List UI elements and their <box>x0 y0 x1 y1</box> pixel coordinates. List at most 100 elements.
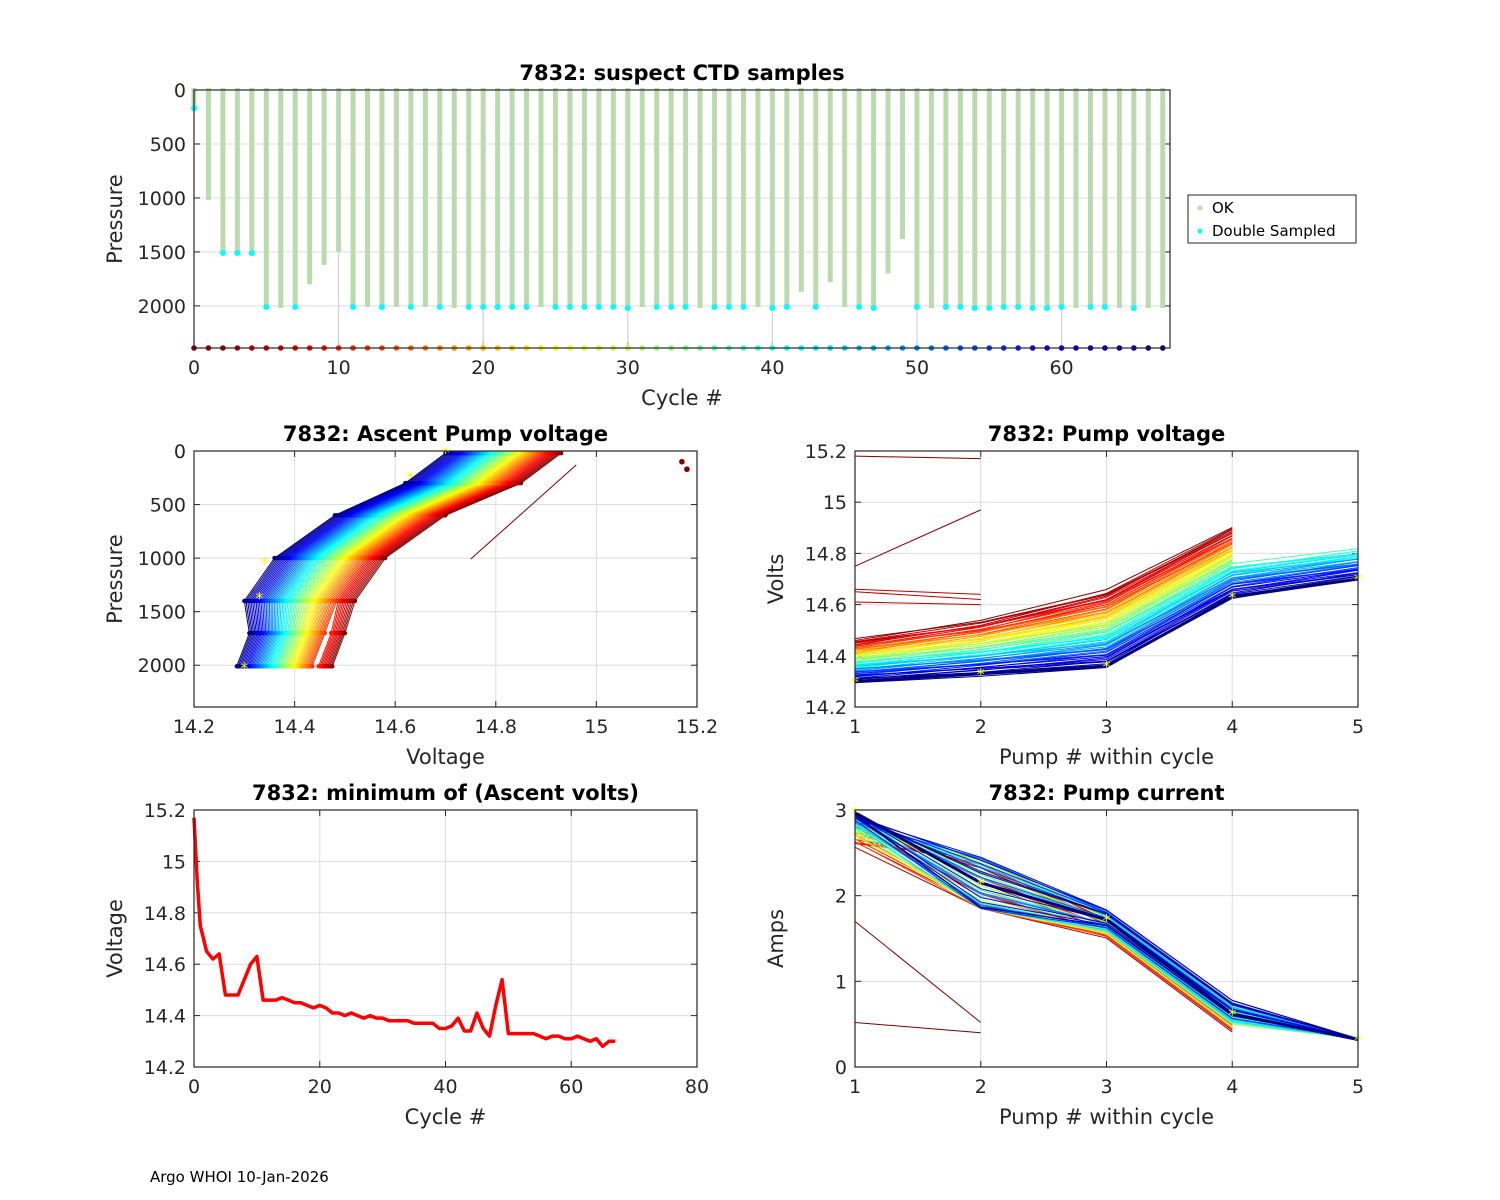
x-tick-label: 30 <box>616 357 640 379</box>
suspect-ctd-plot: 0 10 20 30 40 50 60 0 500 1000 1500 2000 7832: suspe… <box>103 61 1357 410</box>
y-tick-label: 15 <box>162 851 186 873</box>
x-tick-label: 40 <box>760 357 784 379</box>
x-axis-label: Cycle # <box>641 386 723 410</box>
double-sampled-point <box>292 303 299 310</box>
pump-voltage-line <box>854 532 1233 647</box>
highlight-star: * <box>406 468 414 487</box>
y-tick-label: 1500 <box>138 602 186 624</box>
double-sampled-point <box>624 305 631 312</box>
highlight-star: * <box>1228 588 1236 607</box>
chart-title: 7832: Ascent Pump voltage <box>283 422 608 446</box>
double-sampled-point <box>957 303 964 310</box>
highlight-star: * <box>1228 1005 1236 1024</box>
ascent-profile-point <box>332 513 338 518</box>
x-tick-label: 5 <box>1352 1076 1364 1098</box>
early-cycle-line <box>854 455 981 460</box>
ascent-profile-point <box>403 480 408 486</box>
double-sampled-point <box>971 305 978 312</box>
y-tick-label: 15 <box>823 492 847 514</box>
double-sampled-point <box>219 250 226 257</box>
pump-current-line <box>854 814 1359 1040</box>
double-sampled-point <box>263 303 270 310</box>
y-tick-label: 3 <box>835 800 847 822</box>
double-sampled-point <box>1101 303 1108 310</box>
pump-voltage-plot: 1 2 3 4 5 14.2 14.4 14.6 14.8 15 15.2 7832: Pump vo… <box>764 422 1364 769</box>
y-axis-label: Volts <box>764 554 788 605</box>
y-tick-label: 15.2 <box>805 441 847 463</box>
early-cycle-line <box>854 601 981 606</box>
x-tick-label: 0 <box>188 357 200 379</box>
x-tick-label: 2 <box>975 716 987 738</box>
pump-voltage-line <box>854 561 1359 668</box>
x-tick-label: 1 <box>849 1076 861 1098</box>
x-tick-label: 14.8 <box>475 716 517 738</box>
x-tick-label: 15.2 <box>676 716 718 738</box>
x-axis-label: Cycle # <box>405 1105 487 1129</box>
legend: OK Double Sampled <box>1187 194 1357 244</box>
double-sampled-point <box>1130 305 1137 312</box>
x-tick-label: 20 <box>471 357 495 379</box>
double-sampled-point <box>653 303 660 310</box>
x-axis-label: Pump # within cycle <box>999 1105 1214 1129</box>
y-tick-label: 14.2 <box>144 1057 186 1079</box>
y-tick-label: 0 <box>835 1057 847 1079</box>
double-sampled-point <box>1015 303 1022 310</box>
y-tick-label: 2 <box>835 886 847 908</box>
pump-current-line <box>854 815 1359 1040</box>
pump-voltage-line <box>854 538 1233 649</box>
ascent-profile-point <box>234 664 239 669</box>
latest-cycle-line <box>854 577 1359 683</box>
double-sampled-point <box>407 303 414 310</box>
y-tick-label: 0 <box>174 441 186 463</box>
double-sampled-point <box>668 303 675 310</box>
double-sampled-point <box>913 303 920 310</box>
axes-frame <box>854 809 1359 1068</box>
double-sampled-point <box>523 303 530 310</box>
pump-voltage-line <box>854 553 1359 663</box>
y-tick-label: 14.8 <box>805 543 847 565</box>
x-tick-label: 60 <box>559 1076 583 1098</box>
ascent-profile-point <box>247 630 252 636</box>
axes-frame <box>193 450 698 708</box>
double-sampled-point <box>581 303 588 310</box>
pump-voltage-line <box>854 561 1233 663</box>
x-tick-label: 3 <box>1100 716 1112 738</box>
pump-voltage-line <box>854 544 1233 655</box>
y-tick-label: 14.4 <box>805 646 847 668</box>
cycle0-point <box>679 458 685 465</box>
cycle1-line <box>470 464 577 560</box>
chart-title: 7832: minimum of (Ascent volts) <box>252 781 639 805</box>
y-tick-label: 14.8 <box>144 903 186 925</box>
pump-current-line <box>854 819 1359 1040</box>
y-axis-label: Pressure <box>103 534 127 624</box>
legend-marker <box>1197 228 1203 234</box>
y-tick-label: 1500 <box>138 242 186 264</box>
x-tick-label: 10 <box>326 357 350 379</box>
x-tick-label: 4 <box>1226 1076 1238 1098</box>
y-tick-label: 14.6 <box>144 954 186 976</box>
double-sampled-point <box>494 303 501 310</box>
double-sampled-point <box>436 303 443 310</box>
pump-voltage-line <box>854 560 1233 659</box>
ascent-profile-point <box>328 630 334 636</box>
y-tick-label: 14.2 <box>805 697 847 719</box>
plot-area <box>194 90 1170 348</box>
double-sampled-point <box>552 303 559 310</box>
x-tick-label: 0 <box>188 1076 200 1098</box>
double-sampled-point <box>725 303 732 310</box>
x-tick-label: 40 <box>433 1076 457 1098</box>
pump-current-line <box>854 825 1359 1040</box>
pump-current-line <box>854 841 1233 1030</box>
x-tick-label: 14.4 <box>273 716 315 738</box>
double-sampled-point <box>942 303 949 310</box>
y-tick-label: 14.4 <box>144 1006 186 1028</box>
pump-voltage-line <box>854 555 1233 657</box>
y-tick-label: 15.2 <box>144 800 186 822</box>
pump-voltage-line <box>854 543 1233 650</box>
pump-voltage-line <box>854 549 1233 651</box>
chart-title: 7832: Pump current <box>988 781 1224 805</box>
legend-marker <box>1197 205 1203 211</box>
early-cycle-line <box>854 588 981 595</box>
x-tick-label: 4 <box>1226 716 1238 738</box>
